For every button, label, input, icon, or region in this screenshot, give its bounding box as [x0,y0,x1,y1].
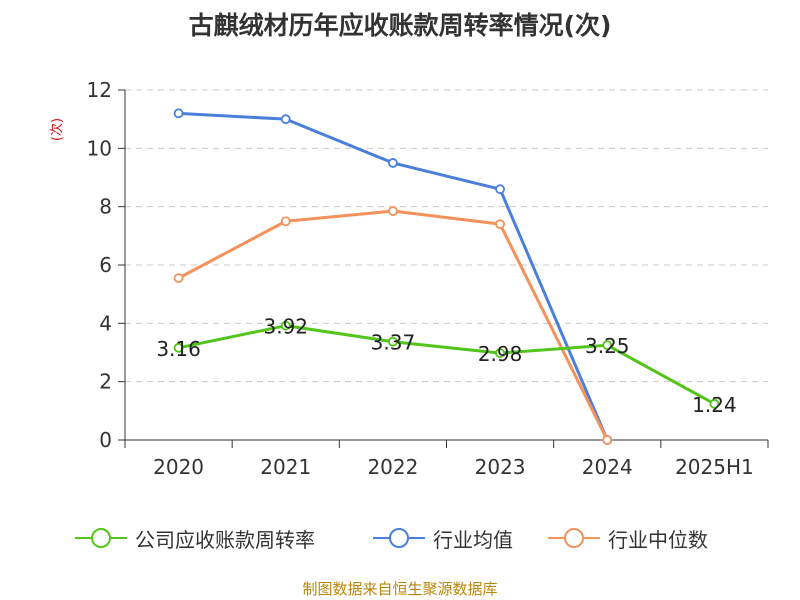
y-tick-label: 2 [99,370,112,394]
line-chart: 0 2 4 6 8 10 12 2020 2021 2022 2023 2024 2025H1 3.16 3… [87,78,769,479]
series-line [177,209,609,441]
legend-item[interactable]: 公司应收账款周转率 [75,518,315,558]
data-point [495,219,505,230]
data-label: 1.24 [692,393,737,417]
data-point [173,342,184,353]
data-label: 3.37 [371,331,416,355]
legend-line-circle-icon [373,528,425,548]
legend-label: 行业均值 [433,527,513,552]
data-point [495,184,505,195]
x-tick-label: 2022 [367,455,418,479]
data-point [495,348,505,358]
x-tick-label: 2025H1 [675,455,754,479]
data-label: 2.98 [478,342,523,366]
data-point [388,158,398,168]
y-tick-label: 8 [99,195,112,219]
legend-item[interactable]: 行业均值 [373,518,513,558]
series-line [178,324,716,406]
legend-item[interactable]: 行业中位数 [548,518,708,558]
legend-line-circle-icon [75,528,127,548]
data-label: 3.92 [263,315,308,339]
legend-label: 公司应收账款周转率 [135,527,315,552]
data-point [280,320,291,331]
y-tick-label: 10 [87,136,112,160]
data-point [280,216,291,227]
legend-label: 行业中位数 [608,527,708,552]
data-point [602,340,613,351]
data-point [280,114,291,125]
data-point [173,273,184,284]
data-point [709,398,720,409]
data-point [602,435,613,445]
y-tick-label: 12 [87,78,112,102]
y-tick-label: 6 [99,253,112,277]
x-tick-label: 2023 [475,455,526,479]
data-point [388,206,398,216]
y-tick-label: 0 [99,428,112,452]
data-source-note: 制图数据来自恒生聚源数据库 [302,580,498,598]
data-point [173,108,184,119]
x-tick-label: 2024 [582,455,633,479]
x-tick-label: 2021 [260,455,311,479]
data-label: 3.16 [156,337,201,361]
chart-title: 古麒绒材历年应收账款周转率情况(次) [188,11,612,40]
chart-legend: 公司应收账款周转率 行业均值 行业中位数 [0,518,800,558]
y-tick-label: 4 [99,311,112,335]
x-tick-label: 2020 [153,455,204,479]
data-point [388,336,398,347]
legend-line-circle-icon [548,528,600,548]
data-label: 3.25 [585,334,630,358]
